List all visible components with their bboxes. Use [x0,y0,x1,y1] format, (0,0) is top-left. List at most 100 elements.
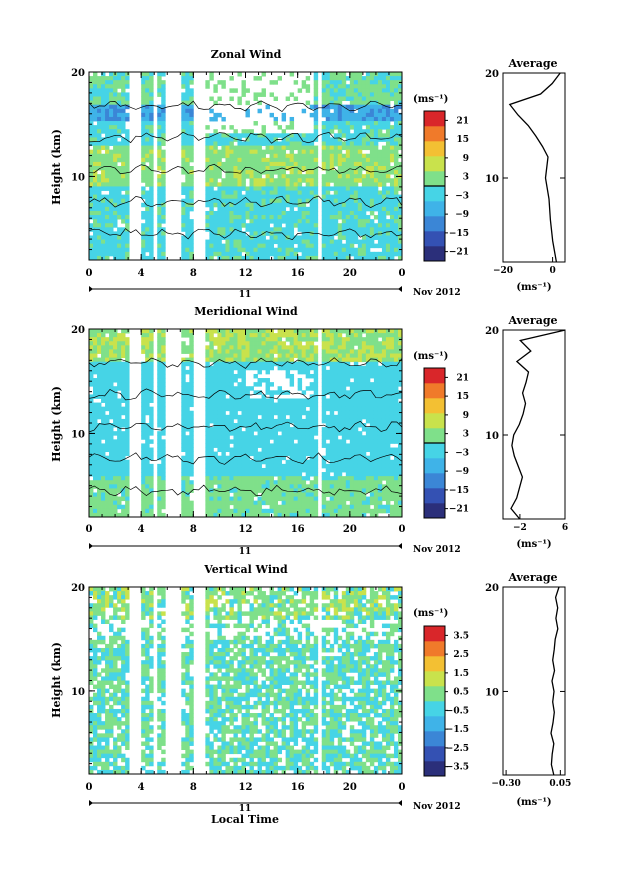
heatmap-cell [301,349,307,354]
heatmap-cell [353,394,359,399]
heatmap-cell [125,386,130,391]
heatmap-cell [125,145,130,151]
heatmap-cell [225,239,230,245]
heatmap-cell [361,231,367,236]
heatmap-cell [277,145,283,151]
heatmap-cell [281,333,287,338]
heatmap-cell [313,508,319,514]
heatmap-cell [245,333,250,338]
heatmap-cell [333,153,339,159]
heatmap-cell [257,476,262,481]
heatmap-cell [349,112,355,118]
heatmap-cell [353,186,359,191]
heatmap-cell [381,219,387,224]
heatmap-cell [161,418,166,424]
heatmap-cell [141,451,146,457]
heatmap-cell [277,202,283,208]
heatmap-cell [225,182,230,187]
heatmap-cell [361,394,367,399]
heatmap-cell [149,76,154,81]
heatmap-cell [105,496,110,502]
heatmap-cell [229,141,234,146]
heatmap-cell [237,333,242,338]
heatmap-cell [89,243,94,249]
heatmap-cell [357,512,363,518]
heatmap-cell [249,439,254,444]
heatmap-cell [257,504,262,510]
heatmap-cell [101,186,106,191]
heatmap-cell [349,382,355,387]
heatmap-cell [221,382,226,387]
heatmap-cell [93,219,98,224]
heatmap-cell [289,219,295,224]
heatmap-cell [229,484,234,489]
heatmap-cell [333,512,339,518]
heatmap-cell [273,251,278,257]
heatmap-cell [365,349,371,354]
heatmap-cell [321,349,327,354]
heatmap-cell [309,333,315,338]
heatmap-cell [345,92,351,97]
heatmap-cell [297,467,303,473]
heatmap-cell [101,239,106,245]
heatmap-cell [357,390,363,395]
heatmap-cell [205,484,210,489]
heatmap-cell [285,125,291,130]
heatmap-cell [149,206,154,212]
heatmap-cell [297,235,303,240]
heatmap-cell [217,410,222,416]
heatmap-cell [97,480,102,485]
heatmap-cell [277,153,283,159]
heatmap-cell [345,341,351,346]
heatmap-cell [281,133,287,138]
heatmap-cell [385,170,391,175]
heatmap-cell [381,133,387,138]
heatmap-cell [161,104,166,110]
heatmap-cell [381,227,387,232]
heatmap-cell [293,133,299,138]
heatmap-cell [217,141,222,146]
heatmap-cell [113,206,118,212]
heatmap-cell [385,178,391,183]
heatmap-cell [141,80,146,85]
heatmap-cell [217,455,222,461]
heatmap-cell [381,72,387,77]
heatmap-cell [293,500,299,506]
heatmap-cell [209,108,214,114]
heatmap-cell [97,112,102,118]
heatmap-cell [157,92,162,97]
heatmap-cell [157,329,162,334]
heatmap-cell [277,402,283,408]
heatmap-cell [353,504,359,510]
heatmap-cell [365,141,371,146]
heatmap-cell [257,431,262,436]
heatmap-cell [189,414,194,420]
heatmap-cell [229,472,234,477]
heatmap-cell [241,504,246,510]
heatmap-cell [377,223,383,228]
heatmap-cell [285,373,291,379]
heatmap-cell [269,141,274,146]
heatmap-cell [281,235,287,240]
heatmap-cell [225,378,230,383]
heatmap-cell [357,451,363,457]
heatmap-cell [225,402,230,408]
heatmap-cell [313,198,319,204]
heatmap-cell [353,337,359,342]
heatmap-cell [257,145,262,151]
heatmap-cell [249,418,254,424]
heatmap-cell [113,333,118,338]
heatmap-cell [353,463,359,469]
heatmap-cell [209,455,214,461]
heatmap-cell [313,153,319,159]
heatmap-cell [349,414,355,420]
heatmap-cell [353,80,359,85]
heatmap-cell [93,386,98,391]
heatmap-cell [313,373,319,379]
heatmap-cell [109,373,114,379]
heatmap-cell [157,198,162,204]
heatmap-cell [265,243,270,249]
heatmap-cell [369,76,375,81]
heatmap-cell [93,96,98,102]
heatmap-cell [325,398,331,403]
